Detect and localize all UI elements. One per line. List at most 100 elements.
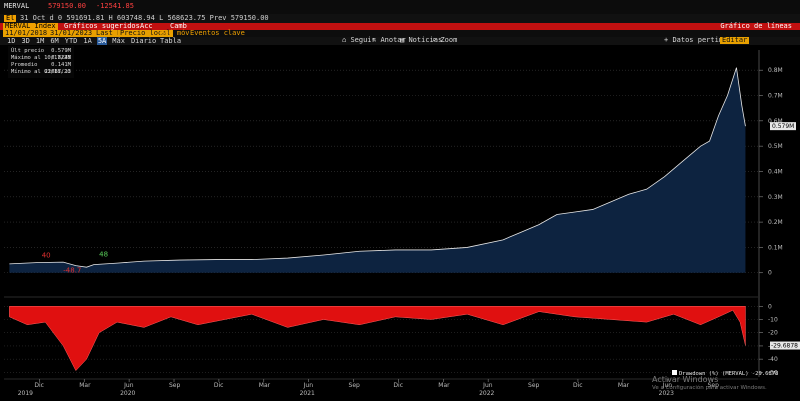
price-type-select[interactable]: Precio local bbox=[118, 29, 173, 37]
last-price-tag-label: 0.579M bbox=[772, 123, 794, 130]
y-tick-label: -40 bbox=[768, 356, 778, 363]
x-tick-label: Dic bbox=[34, 382, 44, 389]
x-year-label: 2023 bbox=[659, 390, 674, 397]
drawdown-area bbox=[9, 306, 746, 372]
acc-menu[interactable]: Acc bbox=[140, 22, 153, 30]
datos-label: Datos pertinentes bbox=[672, 36, 745, 44]
y-tick-label: -20 bbox=[768, 330, 778, 337]
pencil-icon: ✎ bbox=[372, 36, 377, 44]
date-end[interactable]: 31/01/2023 bbox=[48, 29, 95, 37]
noticias-button[interactable]: ▤ Noticias bbox=[400, 37, 442, 44]
last-drawdown-tag bbox=[770, 341, 800, 350]
bell-icon: ⌂ bbox=[342, 36, 347, 44]
legend-label: Últ precio bbox=[11, 48, 45, 54]
chart-area[interactable]: 00.1M0.2M0.3M0.4M0.5M0.6M0.7M0.8M0.579M … bbox=[0, 45, 800, 401]
y-tick-label: 0.1M bbox=[768, 244, 783, 251]
legend-value: 0.141M bbox=[51, 62, 71, 68]
y-tick-label: 0.8M bbox=[768, 67, 783, 74]
x-year-label: 2020 bbox=[120, 390, 135, 397]
legend-swatch bbox=[672, 370, 677, 375]
anotar-button[interactable]: ✎ Anotar bbox=[372, 37, 406, 44]
news-icon: ▤ bbox=[400, 36, 405, 44]
price-change: -12541.85 bbox=[96, 2, 134, 10]
y-tick-label: 0 bbox=[768, 303, 772, 310]
quote-text: 31 Oct d 0 591691.81 H 603748.94 L 56862… bbox=[20, 14, 269, 22]
windows-watermark-text: Ve a Configuración para activar Windows. bbox=[652, 385, 767, 391]
x-tick-label: Jun bbox=[123, 382, 134, 389]
zoom-icon: ⌕ bbox=[432, 36, 437, 44]
price-line bbox=[9, 67, 746, 268]
anotar-label: Anotar bbox=[380, 36, 406, 44]
x-tick-label: Dic bbox=[393, 382, 403, 389]
x-tick-label: Sep bbox=[349, 382, 361, 389]
key-events[interactable]: Eventos clave bbox=[190, 29, 245, 37]
legend-label: Máximo al 10/17/23 bbox=[11, 55, 71, 61]
x-tick-label: Sep bbox=[708, 382, 720, 389]
period-máx[interactable]: Máx bbox=[112, 37, 125, 45]
chart-type-label[interactable]: Gráfico de líneas bbox=[720, 22, 792, 30]
y-tick-label: 0.2M bbox=[768, 219, 783, 226]
date-start[interactable]: 11/01/2018 bbox=[3, 29, 50, 37]
last-drawdown-tag-label: -29.6878 bbox=[771, 343, 798, 350]
y-tick-label: 0.3M bbox=[768, 194, 783, 201]
y-tick-label: 0 bbox=[768, 270, 772, 277]
drawdown-legend: Drawdown (%) (MERVAL) -29.6878 bbox=[672, 370, 778, 378]
period-3d[interactable]: 3D bbox=[21, 37, 30, 45]
seguir-label: Seguir bbox=[350, 36, 376, 44]
tabla-button[interactable]: Tabla bbox=[160, 37, 182, 45]
period-5a[interactable]: 5A bbox=[96, 37, 108, 45]
period-1a[interactable]: 1A bbox=[83, 37, 92, 45]
index-label[interactable]: MERVAL Index bbox=[3, 22, 58, 30]
y-tick-label: 0.4M bbox=[768, 168, 783, 175]
chart-annotation: -48.7 bbox=[63, 267, 81, 275]
x-year-label: 2021 bbox=[300, 390, 315, 397]
datos-pertinentes[interactable]: + Datos pertinentes bbox=[664, 37, 744, 44]
period-ytd[interactable]: YTD bbox=[64, 37, 78, 45]
ticker-label[interactable]: MERVAL bbox=[4, 2, 30, 10]
seguir-button[interactable]: ⌂ Seguir bbox=[342, 37, 376, 44]
x-axis: Dic Mar Jun Sep Dic Mar Jun Sep Dic Mar Jun Sep Dic M… bbox=[4, 378, 758, 397]
plus-icon: + bbox=[664, 36, 669, 44]
quote-row: El 31 Oct d 0 591691.81 H 603748.94 L 56… bbox=[0, 14, 800, 23]
date-toolbar: 11/01/2018 31/01/2023 Last Px Precio loc… bbox=[0, 30, 800, 37]
legend-value: 0.579M bbox=[51, 48, 71, 54]
last-price-tag bbox=[770, 122, 796, 131]
zoom-button[interactable]: ⌕ Zoom bbox=[432, 37, 457, 44]
period-buttons: 1D 3D 1M 6M YTD 1A 5A Máx Diario bbox=[6, 37, 161, 45]
chart-annotations: 40 -48.7 48 bbox=[42, 250, 108, 274]
x-tick-label: Sep bbox=[528, 382, 540, 389]
camb-menu[interactable]: Camb bbox=[170, 22, 187, 30]
drawdown-legend-label: Drawdown (%) (MERVAL) bbox=[679, 371, 749, 377]
x-tick-label: Sep bbox=[169, 382, 181, 389]
drawdown-chart: 0-10-20-30-40-50-29.6878 bbox=[4, 296, 800, 377]
y-tick-label: 0.6M bbox=[768, 118, 783, 125]
period-1m[interactable]: 1M bbox=[35, 37, 45, 45]
period-6m[interactable]: 6M bbox=[50, 37, 59, 45]
x-tick-label: Mar bbox=[618, 382, 630, 389]
y-tick-label: -50 bbox=[768, 369, 778, 376]
y-tick-label: 0.5M bbox=[768, 143, 783, 150]
period-diario[interactable]: Diario bbox=[130, 37, 157, 45]
legend-value: 0.824M bbox=[51, 55, 71, 61]
edit-button[interactable]: Editar bbox=[720, 36, 750, 44]
chart-header-bar: MERVAL Index Gráficos sugeridos Acc Camb… bbox=[0, 23, 800, 30]
x-tick-label: Mar bbox=[438, 382, 450, 389]
row2-prefix: El bbox=[4, 14, 17, 22]
period-toolbar: 1D 3D 1M 6M YTD 1A 5A Máx Diario Tabla ⌂ Seguir … bbox=[0, 37, 800, 45]
windows-watermark-title: Activar Windows bbox=[652, 375, 719, 384]
x-tick-label: Mar bbox=[259, 382, 271, 389]
freq-select[interactable]: Last Px bbox=[94, 29, 128, 37]
price-area bbox=[9, 67, 746, 273]
x-tick-label: Dic bbox=[214, 382, 224, 389]
price-value: 579150.00 bbox=[48, 2, 86, 10]
drawdown-legend-value: -29.6878 bbox=[751, 371, 779, 377]
legend-label: Mínimo al 03/18/20 bbox=[11, 69, 71, 75]
price-chart: 0 0.1M 0.2M 0.3M 0.4M 0.5M 0.6M 0.7M 0.8M 0.579M bbox=[4, 50, 796, 297]
chart-annotation: 48 bbox=[99, 250, 108, 258]
period-1d[interactable]: 1D bbox=[7, 37, 16, 45]
chart-annotation: 40 bbox=[42, 252, 51, 260]
x-tick-label: Mar bbox=[79, 382, 91, 389]
suggested-charts[interactable]: Gráficos sugeridos bbox=[64, 22, 140, 30]
x-year-label: 2019 bbox=[18, 390, 33, 397]
med-mov[interactable]: Med móv bbox=[160, 29, 190, 37]
